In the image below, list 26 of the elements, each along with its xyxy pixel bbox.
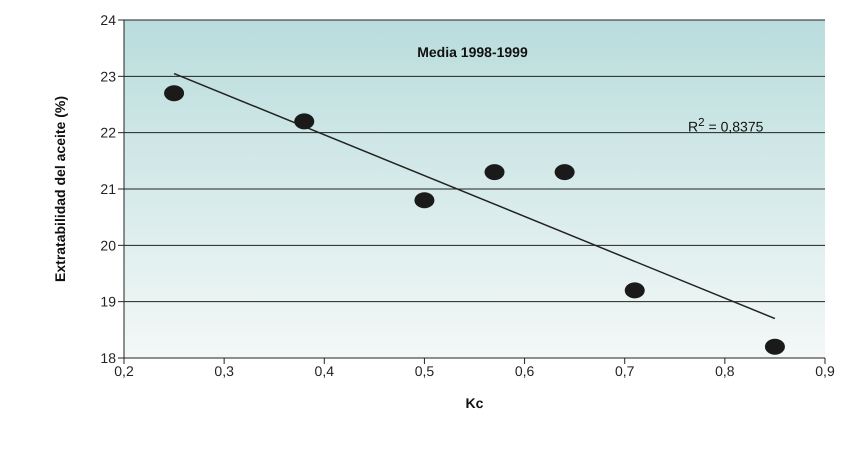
point (554, 164, 575, 180)
x-tick-label: 0,9 (815, 362, 835, 379)
x-tick-label: 0,6 (514, 362, 535, 379)
y-tick-label: 23 (100, 68, 116, 84)
y-tick-label: 22 (100, 124, 116, 141)
point (164, 85, 184, 102)
x-tick-label: 0,8 (715, 362, 735, 379)
y-tick-label: 24 (100, 12, 116, 28)
x-tick-label: 0,7 (614, 362, 635, 379)
x-tick-label: 0,4 (314, 362, 334, 379)
point (294, 113, 314, 130)
y-tick-label: 19 (100, 294, 116, 310)
text: Media 1998-1999 (416, 44, 529, 60)
point (414, 192, 434, 208)
point (624, 282, 645, 298)
y-axis-title: Extratabilidad del aceite (%) (52, 96, 68, 282)
x-axis-title: Kc (466, 395, 484, 411)
x-tick-label: 0,5 (414, 362, 434, 379)
point (764, 338, 785, 355)
y-tick-label: 21 (100, 180, 116, 197)
x-tick-label: 0,2 (114, 362, 134, 379)
y-tick-label: 20 (100, 237, 116, 254)
annotation: R$^{2}$ = 0,8375 (688, 116, 764, 135)
x-tick-label: 0,3 (214, 362, 234, 379)
point (484, 164, 505, 180)
y-tick-label: 18 (100, 350, 116, 366)
